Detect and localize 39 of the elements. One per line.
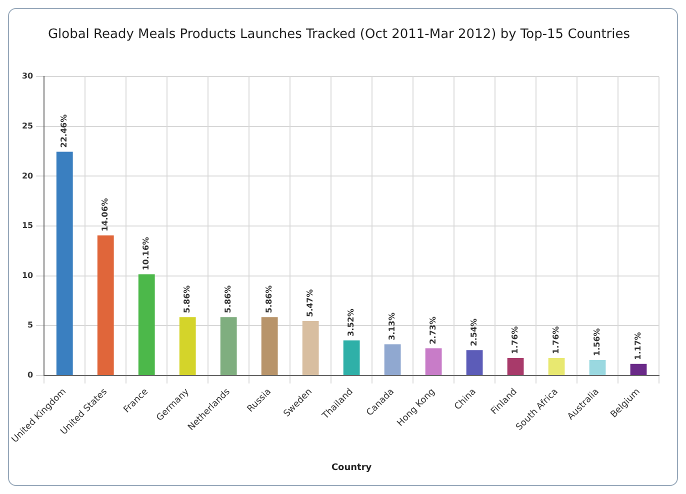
y-tick-label: 20 [22, 171, 34, 180]
y-tick-label: 10 [22, 270, 34, 280]
bar [179, 317, 196, 375]
data-label: 5.86% [264, 285, 274, 314]
bar [97, 235, 114, 375]
y-tick-label: 0 [28, 370, 34, 380]
bar [138, 274, 155, 375]
bar [589, 360, 606, 375]
data-label: 5.86% [224, 285, 233, 314]
y-tick-label: 25 [22, 121, 34, 130]
bar [507, 358, 524, 375]
bar [302, 320, 319, 375]
y-tick-label: 5 [28, 320, 34, 330]
data-label: 2.73% [428, 316, 438, 344]
bar [630, 364, 647, 375]
data-label: 5.86% [182, 285, 192, 314]
bar [384, 344, 401, 375]
y-tick-label: 30 [22, 72, 34, 81]
chart-title: Global Ready Meals Products Launches Tracked (Oct 2011-Mar 2012) by Top-15 Countries [48, 27, 630, 42]
bar [425, 348, 442, 375]
data-label: 14.06% [100, 198, 110, 232]
y-tick-label: 15 [22, 221, 34, 230]
data-label: 2.54% [470, 318, 479, 346]
bar [56, 152, 73, 375]
data-label: 1.17% [634, 332, 643, 360]
data-label: 1.76% [510, 326, 520, 354]
bar [220, 317, 237, 375]
bar [466, 350, 483, 375]
data-label: 1.76% [552, 326, 561, 354]
data-label: 22.46% [60, 114, 69, 148]
bar [548, 358, 565, 375]
data-label: 3.52% [346, 308, 356, 336]
x-axis-title: Country [331, 462, 372, 473]
data-label: 5.47% [306, 289, 315, 317]
data-label: 10.16% [142, 236, 151, 270]
bar [343, 340, 360, 375]
bar [261, 317, 278, 375]
data-label: 3.13% [388, 312, 397, 340]
data-label: 1.56% [592, 328, 602, 356]
